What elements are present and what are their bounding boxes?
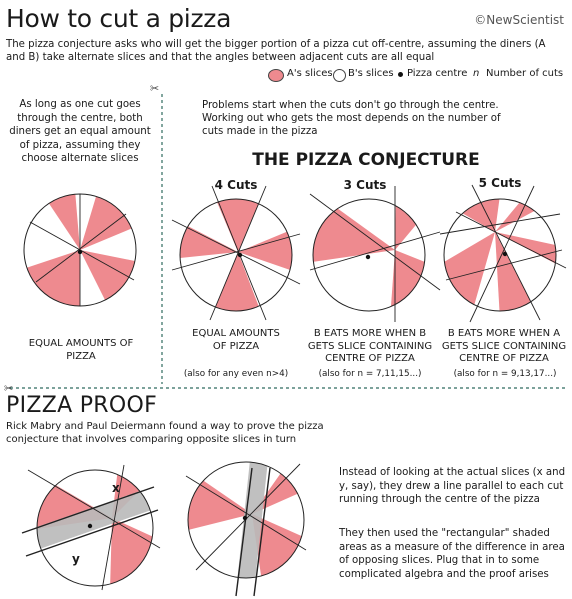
left-caption: EQUAL AMOUNTS OF PIZZA (28, 338, 134, 362)
label-y: y (72, 552, 80, 566)
pizza-1-caption: EQUAL AMOUNTS OF PIZZA (192, 328, 280, 352)
a-slice (80, 194, 136, 250)
proof-pizza-2 (185, 461, 307, 597)
scissors-icon: ✂ (4, 382, 13, 395)
legend-b-slices: B's slices (348, 68, 394, 79)
legend-cuts: Number of cuts (486, 68, 564, 79)
a-slice-swatch (268, 69, 284, 82)
legend-n-symbol: n (473, 68, 480, 79)
middle-text: Problems start when the cuts don't go th… (202, 100, 501, 137)
pizza-2-caption: B EATS MORE WHEN B GETS SLICE CONTAINING… (307, 328, 433, 364)
proof-description-2: They then used the "rectangular" shaded … (339, 528, 565, 580)
pizza-1-note: (also for any even n>4) (183, 369, 289, 379)
centre-dot-icon (398, 72, 403, 77)
centre-dot-icon (242, 515, 248, 521)
conjecture-title: THE PIZZA CONJECTURE (252, 150, 480, 170)
centre-dot-icon (502, 251, 508, 257)
proof-pizza-1 (21, 464, 161, 591)
page-title: How to cut a pizza (6, 4, 232, 33)
left-panel-text: As long as one cut goes through the cent… (9, 99, 151, 164)
pizza-2-note: (also for n = 7,11,15...) (318, 369, 422, 379)
copyright-mark: © (474, 13, 487, 27)
pizza-3-cuts (309, 186, 441, 322)
pizza-1-cuts-label: 4 Cuts (214, 178, 258, 192)
centre-dot-icon (237, 252, 243, 258)
pizza-3-note: (also for n = 9,13,17...) (453, 369, 557, 379)
legend: A's slices B's slices Pizza centre n Num… (0, 66, 572, 82)
legend-centre: Pizza centre (407, 68, 468, 79)
scissors-icon: ✂ (150, 82, 159, 95)
label-x: x (112, 481, 120, 495)
brand-name: NewScientist (486, 13, 564, 27)
proof-intro: Rick Mabry and Paul Deiermann found a wa… (6, 421, 324, 445)
a-slice (214, 199, 262, 252)
b-slice-swatch (333, 69, 346, 82)
proof-description-1: Instead of looking at the actual slices … (339, 467, 566, 505)
centre-dot-icon (77, 249, 83, 255)
shaded-strip (37, 484, 153, 553)
pizza-5-cuts (439, 184, 567, 323)
shaded-strip (237, 462, 268, 578)
proof-title: PIZZA PROOF (6, 393, 158, 418)
a-slice (188, 470, 252, 530)
intro-text: The pizza conjecture asks who will get t… (6, 39, 546, 63)
pizza-3-caption: B EATS MORE WHEN A GETS SLICE CONTAINING… (441, 328, 567, 364)
pizza-equal-through-centre (23, 193, 137, 307)
a-slice (212, 252, 262, 311)
centre-dot-icon (87, 523, 93, 529)
pizza-2-cuts-label: 3 Cuts (343, 178, 387, 192)
centre-dot-icon (365, 254, 371, 260)
brand-logo: ©NewScientist (474, 13, 564, 27)
pizza-3-cuts-label: 5 Cuts (478, 176, 522, 190)
pizza-4-cuts (171, 185, 301, 321)
legend-a-slices: A's slices (287, 68, 333, 79)
a-slice (40, 194, 80, 250)
